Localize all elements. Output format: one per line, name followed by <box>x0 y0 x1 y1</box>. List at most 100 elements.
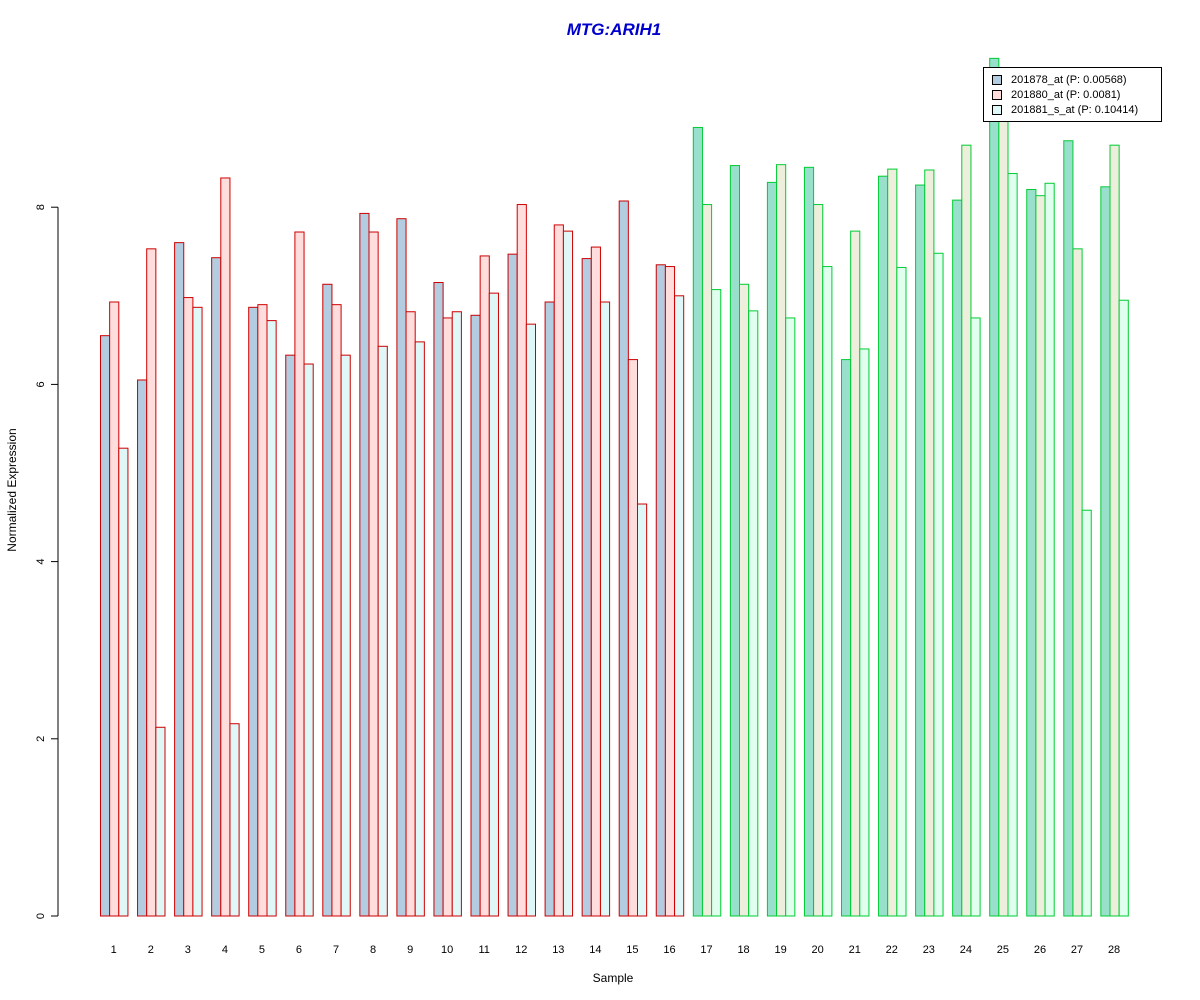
bar-sample-24-series-1 <box>952 199 963 917</box>
x-tick-label: 25 <box>997 944 1009 956</box>
x-tick-label: 28 <box>1108 944 1120 956</box>
bar-sample-22-series-3 <box>896 266 907 917</box>
bar-sample-24-series-2 <box>961 144 972 917</box>
bar-sample-21-series-3 <box>859 348 870 917</box>
bar-sample-6-series-1 <box>285 354 296 917</box>
bar-sample-16-series-3 <box>674 295 685 917</box>
bar-sample-19-series-2 <box>776 164 787 917</box>
legend: 201878_at (P: 0.00568) 201880_at (P: 0.0… <box>983 67 1162 122</box>
x-tick-label: 13 <box>552 944 564 956</box>
bar-sample-2-series-1 <box>137 379 148 917</box>
bar-sample-2-series-2 <box>146 248 157 917</box>
bar-sample-23-series-2 <box>924 169 935 917</box>
legend-label: 201880_at (P: 0.0081) <box>1011 88 1121 101</box>
bar-sample-27-series-1 <box>1063 140 1074 917</box>
x-tick-label: 20 <box>812 944 824 956</box>
legend-item: 201881_s_at (P: 0.10414) <box>992 102 1161 117</box>
bar-sample-18-series-2 <box>739 283 750 917</box>
bar-sample-11-series-1 <box>470 314 481 917</box>
bar-sample-12-series-1 <box>507 253 518 917</box>
x-tick-label: 14 <box>589 944 601 956</box>
bar-sample-15-series-1 <box>618 200 629 917</box>
bar-sample-26-series-1 <box>1026 188 1037 917</box>
y-tick-label: 4 <box>35 559 47 565</box>
bar-sample-9-series-3 <box>414 341 425 917</box>
bar-sample-14-series-1 <box>581 258 592 917</box>
bar-sample-11-series-2 <box>479 255 490 917</box>
bar-sample-24-series-3 <box>970 317 981 917</box>
x-tick-label: 3 <box>185 944 191 956</box>
bar-sample-21-series-2 <box>850 230 861 917</box>
bar-sample-5-series-1 <box>248 306 259 917</box>
x-tick-label: 12 <box>515 944 527 956</box>
bar-sample-20-series-1 <box>803 166 815 917</box>
bar-sample-19-series-1 <box>766 181 778 917</box>
x-tick-label: 17 <box>700 944 712 956</box>
bar-sample-3-series-3 <box>192 306 203 917</box>
bar-sample-12-series-3 <box>525 323 536 917</box>
bar-sample-23-series-3 <box>933 252 944 917</box>
bar-sample-2-series-3 <box>155 726 166 917</box>
bar-sample-9-series-2 <box>405 311 416 917</box>
x-tick-label: 19 <box>775 944 787 956</box>
x-tick-label: 2 <box>148 944 154 956</box>
bar-sample-28-series-3 <box>1118 299 1129 917</box>
bar-sample-22-series-1 <box>878 175 889 917</box>
bar-sample-3-series-2 <box>183 297 194 917</box>
bar-sample-20-series-3 <box>822 266 833 917</box>
bar-sample-7-series-3 <box>340 354 351 917</box>
bar-sample-4-series-1 <box>211 257 222 917</box>
x-tick-label: 15 <box>626 944 638 956</box>
bar-sample-13-series-1 <box>544 301 555 917</box>
bar-sample-12-series-2 <box>516 204 527 917</box>
bar-sample-25-series-1 <box>989 57 1000 917</box>
bar-sample-15-series-3 <box>637 503 648 917</box>
legend-label: 201878_at (P: 0.00568) <box>1011 73 1127 86</box>
legend-label: 201881_s_at (P: 0.10414) <box>1011 103 1139 116</box>
bar-sample-5-series-3 <box>266 320 277 917</box>
y-tick-label: 8 <box>35 204 47 210</box>
bar-sample-26-series-2 <box>1035 195 1046 917</box>
bar-sample-6-series-2 <box>294 231 305 917</box>
x-axis-label: Sample <box>592 971 634 985</box>
bar-sample-25-series-2 <box>998 91 1009 917</box>
x-tick-label: 18 <box>737 944 749 956</box>
x-tick-label: 24 <box>960 944 972 956</box>
bar-sample-16-series-1 <box>655 264 666 917</box>
bar-sample-16-series-2 <box>664 266 676 917</box>
bar-sample-22-series-2 <box>887 168 898 917</box>
bar-sample-21-series-1 <box>841 359 852 917</box>
legend-swatch-201881-s-at <box>992 104 1002 115</box>
y-tick-label: 0 <box>35 913 47 919</box>
x-tick-label: 6 <box>296 944 302 956</box>
bar-sample-4-series-2 <box>220 177 231 917</box>
chart-title: MTG:ARIH1 <box>566 20 662 39</box>
x-tick-label: 27 <box>1071 944 1083 956</box>
x-tick-label: 4 <box>222 944 228 956</box>
bar-sample-1-series-3 <box>118 447 129 917</box>
x-tick-label: 23 <box>923 944 935 956</box>
bar-sample-15-series-2 <box>627 359 638 917</box>
bar-sample-8-series-2 <box>368 231 379 917</box>
bar-sample-25-series-3 <box>1007 173 1018 917</box>
bar-sample-17-series-1 <box>692 126 703 917</box>
x-tick-label: 1 <box>111 944 117 956</box>
bar-sample-18-series-3 <box>748 310 759 917</box>
bar-sample-11-series-3 <box>488 292 499 917</box>
bar-sample-19-series-3 <box>785 317 796 917</box>
legend-swatch-201880-at <box>992 89 1002 100</box>
bar-sample-14-series-3 <box>599 301 611 917</box>
bar-sample-17-series-2 <box>701 204 713 917</box>
legend-swatch-201878-at <box>992 74 1002 85</box>
bar-sample-17-series-3 <box>711 289 722 917</box>
bar-sample-14-series-2 <box>590 246 601 917</box>
x-tick-label: 9 <box>407 944 413 956</box>
x-tick-label: 26 <box>1034 944 1046 956</box>
bar-sample-3-series-1 <box>174 242 185 917</box>
bar-sample-10-series-1 <box>433 282 444 917</box>
x-tick-label: 5 <box>259 944 265 956</box>
bar-sample-6-series-3 <box>303 363 314 917</box>
legend-item: 201878_at (P: 0.00568) <box>992 72 1161 87</box>
bar-sample-8-series-1 <box>359 212 370 917</box>
